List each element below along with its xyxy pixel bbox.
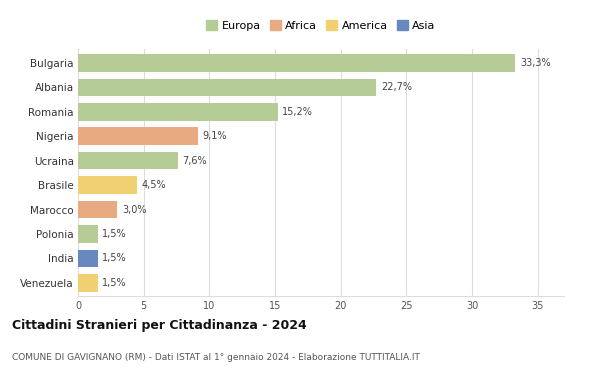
Text: 4,5%: 4,5% xyxy=(142,180,166,190)
Text: 1,5%: 1,5% xyxy=(102,278,127,288)
Text: 9,1%: 9,1% xyxy=(202,131,227,141)
Bar xyxy=(78,127,197,145)
Text: 3,0%: 3,0% xyxy=(122,204,146,215)
Text: 22,7%: 22,7% xyxy=(381,82,412,92)
Text: 7,6%: 7,6% xyxy=(182,156,207,166)
Text: 33,3%: 33,3% xyxy=(520,58,551,68)
Bar xyxy=(78,54,515,72)
Bar xyxy=(78,201,118,218)
Bar xyxy=(78,79,376,96)
Text: 15,2%: 15,2% xyxy=(282,107,313,117)
Bar xyxy=(78,225,98,243)
Bar xyxy=(78,250,98,267)
Bar xyxy=(78,152,178,169)
Bar xyxy=(78,274,98,292)
Bar xyxy=(78,103,278,120)
Bar xyxy=(78,176,137,194)
Text: COMUNE DI GAVIGNANO (RM) - Dati ISTAT al 1° gennaio 2024 - Elaborazione TUTTITAL: COMUNE DI GAVIGNANO (RM) - Dati ISTAT al… xyxy=(12,353,420,363)
Text: 1,5%: 1,5% xyxy=(102,229,127,239)
Text: 1,5%: 1,5% xyxy=(102,253,127,263)
Legend: Europa, Africa, America, Asia: Europa, Africa, America, Asia xyxy=(204,18,438,33)
Text: Cittadini Stranieri per Cittadinanza - 2024: Cittadini Stranieri per Cittadinanza - 2… xyxy=(12,319,307,332)
